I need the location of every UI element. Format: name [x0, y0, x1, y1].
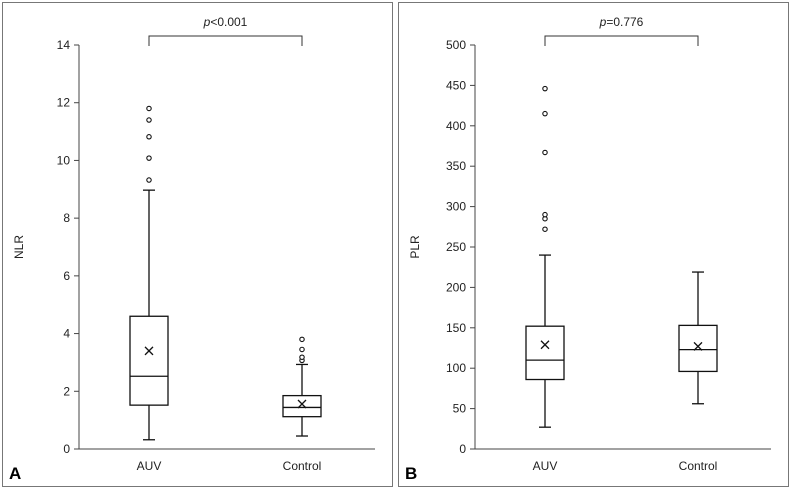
- y-tick-label: 50: [453, 402, 467, 416]
- outlier-point: [146, 134, 152, 140]
- y-tick-label: 150: [446, 321, 466, 335]
- outlier-point: [146, 155, 152, 161]
- x-tick-label: AUV: [137, 459, 162, 473]
- significance-bracket: [148, 35, 303, 46]
- y-tick-label: 200: [446, 280, 466, 294]
- outlier-point: [299, 346, 305, 353]
- y-tick-label: 250: [446, 240, 466, 254]
- p-value: =0.776: [606, 15, 643, 29]
- significance-bracket: [544, 35, 699, 46]
- y-tick-label: 400: [446, 119, 466, 133]
- iqr-box: [525, 325, 565, 381]
- y-axis-label: NLR: [12, 235, 26, 259]
- panel-label-b: B: [405, 464, 418, 483]
- chart-panel-b: 0 50 100 150 200 250 300 350 400 450 500 PLR AUV Cont…: [398, 2, 789, 487]
- iqr-box: [282, 394, 322, 418]
- y-tick-label: 500: [446, 38, 466, 52]
- iqr-box: [129, 315, 169, 406]
- y-tick-label: 8: [63, 211, 70, 225]
- mean-marker: [297, 399, 307, 409]
- iqr-box: [678, 324, 718, 373]
- y-tick-label: 6: [63, 269, 70, 283]
- outlier-point: [146, 177, 152, 183]
- p-value: <0.001: [210, 15, 247, 29]
- y-axis-label: PLR: [408, 235, 422, 259]
- y-tick-label: 100: [446, 361, 466, 375]
- panel-label-a: A: [9, 464, 22, 483]
- p-symbol: p: [203, 15, 211, 29]
- y-tick-label: 14: [57, 38, 71, 52]
- box-auv: [525, 85, 565, 428]
- outlier-point: [542, 226, 548, 232]
- outlier-point: [299, 336, 305, 343]
- y-tick-label: 0: [63, 442, 70, 456]
- y-tick-label: 4: [63, 327, 70, 341]
- y-tick-label: 450: [446, 78, 466, 92]
- y-tick-label: 0: [459, 442, 466, 456]
- x-tick-label: AUV: [533, 459, 558, 473]
- y-tick-label: 300: [446, 200, 466, 214]
- box-auv: [129, 105, 169, 441]
- y-tick-label: 350: [446, 159, 466, 173]
- mean-marker: [540, 340, 550, 350]
- mean-marker: [144, 346, 154, 356]
- outlier-point: [542, 211, 548, 218]
- outlier-point: [542, 85, 548, 92]
- mean-marker: [693, 341, 703, 351]
- p-symbol: p: [599, 15, 607, 29]
- outlier-point: [542, 149, 548, 156]
- nlr-boxplot: 0 2 4 6 8 10 12 14 NLR AUV Control p<0.001: [12, 15, 375, 473]
- outlier-point: [299, 354, 305, 360]
- y-tick-label: 2: [63, 384, 70, 398]
- outlier-point: [542, 110, 548, 117]
- x-tick-label: Control: [679, 459, 718, 473]
- plr-boxplot: 0 50 100 150 200 250 300 350 400 450 500 PLR AUV Cont…: [408, 15, 771, 473]
- outlier-point: [146, 117, 152, 123]
- box-control: [282, 336, 322, 437]
- box-control: [678, 271, 718, 405]
- p-value-label: p=0.776: [599, 15, 644, 29]
- outlier-point: [146, 105, 152, 112]
- y-tick-label: 10: [57, 153, 71, 167]
- p-value-label: p<0.001: [203, 15, 248, 29]
- y-tick-label: 12: [57, 96, 71, 110]
- chart-panel-a: 0 2 4 6 8 10 12 14 NLR AUV Control p<0.001 A: [2, 2, 393, 487]
- x-tick-label: Control: [283, 459, 322, 473]
